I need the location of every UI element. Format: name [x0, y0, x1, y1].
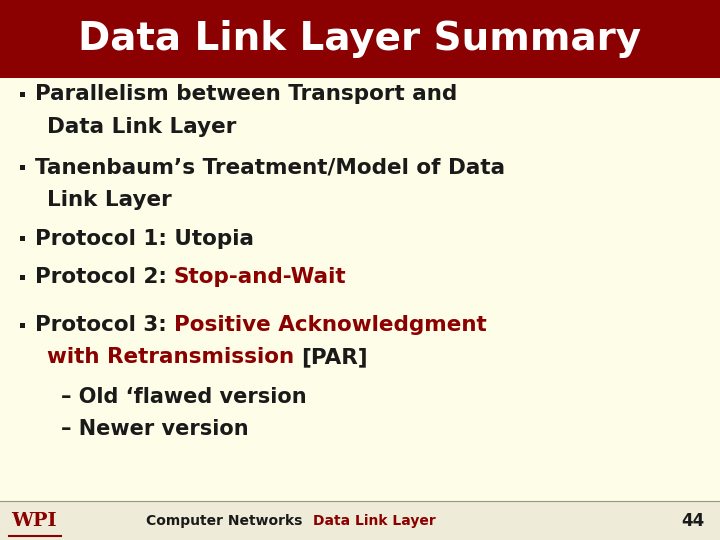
Text: [PAR]: [PAR] — [302, 347, 368, 368]
Text: Protocol 2:: Protocol 2: — [35, 267, 174, 287]
Text: Data Link Layer Summary: Data Link Layer Summary — [78, 20, 642, 58]
Text: Parallelism between Transport and: Parallelism between Transport and — [35, 84, 456, 105]
Text: with Retransmission: with Retransmission — [47, 347, 302, 368]
FancyBboxPatch shape — [0, 0, 720, 78]
Text: Stop-and-Wait: Stop-and-Wait — [174, 267, 346, 287]
Text: WPI: WPI — [11, 511, 56, 530]
FancyBboxPatch shape — [20, 322, 25, 328]
Text: Data Link Layer: Data Link Layer — [313, 514, 436, 528]
FancyBboxPatch shape — [20, 236, 25, 241]
Text: Positive Acknowledgment: Positive Acknowledgment — [174, 315, 487, 335]
Text: Protocol 1: Utopia: Protocol 1: Utopia — [35, 228, 253, 249]
Text: Link Layer: Link Layer — [47, 190, 171, 210]
Text: Tanenbaum’s Treatment/Model of Data: Tanenbaum’s Treatment/Model of Data — [35, 157, 505, 178]
Text: Data Link Layer: Data Link Layer — [47, 117, 236, 137]
FancyBboxPatch shape — [0, 501, 720, 540]
Text: Computer Networks: Computer Networks — [146, 514, 302, 528]
FancyBboxPatch shape — [20, 92, 25, 97]
FancyBboxPatch shape — [20, 274, 25, 280]
Text: 44: 44 — [681, 511, 704, 530]
Text: – Old ‘flawed version: – Old ‘flawed version — [61, 387, 307, 407]
Text: – Newer version: – Newer version — [61, 419, 249, 440]
FancyBboxPatch shape — [20, 165, 25, 170]
Text: Protocol 3:: Protocol 3: — [35, 315, 174, 335]
